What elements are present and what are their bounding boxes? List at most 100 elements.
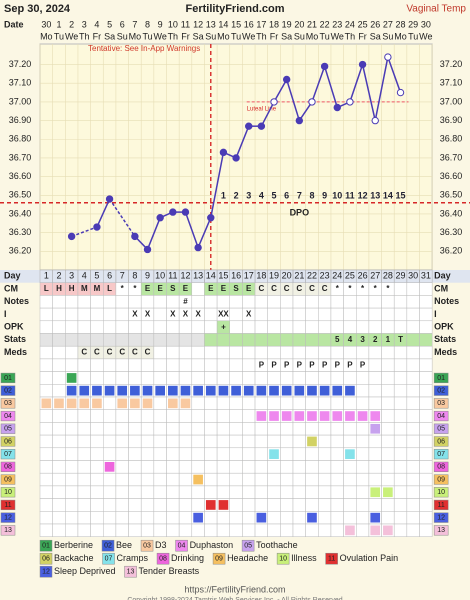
cell	[280, 396, 294, 410]
symptom-code-box	[0, 461, 16, 472]
cell	[356, 422, 370, 436]
symptom-mark	[294, 385, 305, 396]
symptom-mark	[307, 512, 317, 523]
cell	[153, 434, 167, 449]
cell	[368, 371, 382, 385]
temp-point	[207, 214, 215, 222]
y-tick-label: 36.20	[9, 246, 32, 256]
cell	[368, 472, 382, 487]
cell	[254, 485, 268, 499]
cell	[242, 523, 256, 537]
cell	[128, 460, 142, 474]
cell	[65, 460, 79, 474]
luteal-label: Luteal Line	[247, 106, 277, 112]
cell	[368, 460, 382, 474]
cell	[356, 307, 370, 322]
cell	[305, 333, 319, 347]
cell	[305, 447, 319, 461]
symptom-code-right: 06	[437, 438, 445, 445]
cell	[330, 485, 344, 499]
dpo-number: 14	[383, 190, 393, 200]
temp-point	[131, 232, 139, 241]
day-number: 18	[256, 271, 266, 281]
cell	[368, 434, 382, 449]
cell	[419, 422, 433, 436]
y-tick-label: 37.10	[9, 78, 32, 88]
day-number: 7	[120, 271, 125, 281]
cell	[90, 295, 104, 309]
cell	[52, 307, 66, 322]
temp-segment	[361, 64, 376, 121]
day-number: 23	[320, 271, 330, 281]
cell	[153, 396, 167, 410]
date: 9	[158, 19, 163, 29]
symptom-mark	[66, 385, 77, 396]
cell	[393, 307, 408, 322]
cell	[330, 460, 344, 474]
legend-name: Drinking	[171, 553, 204, 563]
symptom-code-right: 12	[437, 514, 445, 521]
cell	[140, 409, 155, 423]
cell	[166, 511, 180, 525]
row-label: Notes	[4, 296, 29, 306]
day-number: 15	[218, 271, 228, 281]
cell	[153, 345, 167, 360]
cell	[393, 282, 408, 296]
cell	[305, 320, 319, 334]
weekday: Mo	[394, 31, 407, 41]
cell	[65, 409, 79, 423]
cell	[393, 511, 408, 525]
symptom-code-box-right	[433, 499, 449, 511]
cell	[280, 498, 294, 512]
cell	[330, 345, 344, 360]
cell	[242, 358, 256, 372]
symptom-mark	[142, 398, 153, 409]
cell	[128, 358, 142, 372]
cell	[140, 371, 155, 385]
symptom-code-right: 01	[437, 375, 445, 382]
cell	[77, 320, 91, 334]
day-number: 24	[332, 271, 342, 281]
legend-name: Backache	[54, 553, 94, 563]
legend-swatch	[175, 539, 188, 552]
cell	[318, 320, 332, 334]
cell	[280, 333, 294, 347]
cell	[166, 358, 180, 372]
cell	[103, 307, 117, 322]
cell	[178, 511, 193, 525]
symptom-code-box	[0, 436, 16, 447]
cell	[166, 333, 180, 347]
symptom-mark	[180, 398, 191, 409]
cell	[115, 333, 129, 347]
cell-text: P	[347, 360, 353, 369]
weekday: Tu	[320, 31, 330, 41]
cell	[229, 498, 243, 512]
cell	[65, 472, 79, 487]
cell	[90, 472, 104, 487]
cell	[115, 295, 129, 309]
cell	[128, 320, 142, 334]
cell-text: L	[107, 284, 112, 293]
day-number: 20	[282, 271, 292, 281]
temp-segment	[285, 79, 301, 121]
cell	[406, 422, 420, 436]
cell-text: C	[81, 348, 87, 357]
y-tick-label: 36.90	[9, 115, 32, 125]
cell	[242, 422, 256, 436]
cell	[128, 409, 142, 423]
cell	[368, 345, 382, 360]
cell	[242, 511, 256, 525]
cell	[393, 345, 408, 360]
row-label-right: Stats	[434, 334, 456, 344]
symptom-mark	[345, 385, 355, 396]
cell	[166, 472, 180, 487]
symptom-mark	[104, 462, 115, 472]
cell	[343, 371, 357, 385]
cell	[305, 295, 319, 309]
cell	[381, 409, 395, 423]
cell-text: C	[296, 284, 302, 293]
legend-name: Sleep Deprived	[54, 566, 116, 576]
cell	[153, 422, 167, 436]
cell	[318, 434, 332, 449]
weekday: Su	[294, 31, 305, 41]
